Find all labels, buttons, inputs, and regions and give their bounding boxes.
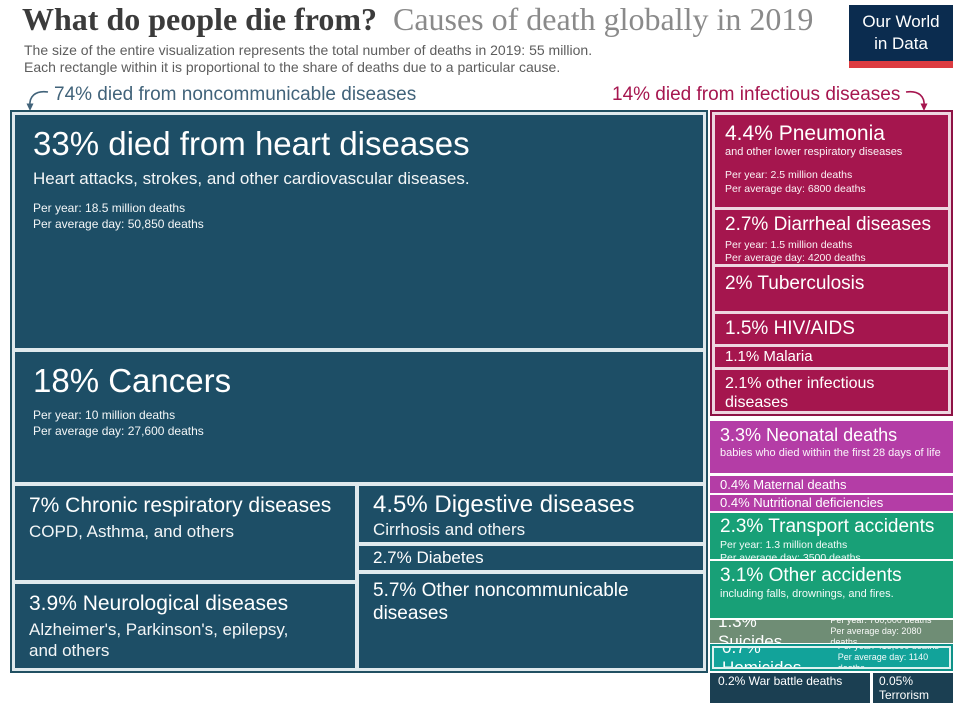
block-tuberculosis: 2% Tuberculosis: [715, 267, 948, 311]
block-subtitle: Cirrhosis and others: [373, 519, 526, 539]
stat-per-day: Per average day: 2080 deaths: [830, 626, 922, 643]
block-diabetes: 2.7% Diabetes: [359, 546, 703, 571]
block-title: 33% died from heart diseases: [33, 125, 470, 162]
block-nutritional: 0.4% Nutritional deficiencies: [710, 495, 953, 511]
stat-per-day: Per average day: 50,850 deaths: [33, 216, 204, 231]
logo-line2: in Data: [874, 34, 928, 53]
block-other-infectious: 2.1% other infectious diseases: [715, 370, 948, 411]
block-title: 3.1% Other accidents: [720, 565, 902, 586]
noncommunicable-bottom-row: 7% Chronic respiratory diseases COPD, As…: [15, 486, 703, 668]
stat-per-day: Per average day: 1140 deaths: [837, 652, 929, 669]
block-malaria: 1.1% Malaria: [715, 347, 948, 367]
block-title: 1.1% Malaria: [725, 348, 813, 365]
title-secondary: Causes of death globally in 2019: [392, 1, 814, 37]
chart-subtitle: The size of the entire visualization rep…: [24, 42, 592, 76]
curved-arrow-left-icon: [26, 90, 49, 111]
block-title: 0.4% Nutritional deficiencies: [720, 495, 884, 510]
block-maternal: 0.4% Maternal deaths: [710, 476, 953, 493]
stat-per-year: Per year: 2.5 million deaths: [725, 169, 853, 182]
block-heart-diseases: 33% died from heart diseases Heart attac…: [15, 115, 703, 349]
group-noncommunicable: 33% died from heart diseases Heart attac…: [10, 110, 708, 673]
block-title: 4.5% Digestive diseases: [373, 491, 635, 519]
stat-per-year: Per year: 760,000 deaths: [830, 620, 932, 626]
block-neonatal: 3.3% Neonatal deaths babies who died wit…: [710, 421, 953, 473]
block-chronic-respiratory: 7% Chronic respiratory diseases COPD, As…: [15, 486, 355, 581]
block-suicides: 1.3% Suicides Per year: 760,000 deaths P…: [710, 620, 953, 643]
block-subtitle: babies who died within the first 28 days…: [720, 446, 941, 459]
block-subtitle: and other lower respiratory diseases: [725, 146, 903, 159]
block-title: 1.3% Suicides: [718, 620, 783, 643]
stat-per-year: Per year: 18.5 million deaths: [33, 201, 186, 216]
block-digestive: 4.5% Digestive diseases Cirrhosis and ot…: [359, 486, 703, 543]
stat-per-day: Per average day: 4200 deaths: [725, 251, 866, 264]
block-subtitle: including falls, drownings, and fires.: [720, 587, 894, 600]
block-cancers: 18% Cancers Per year: 10 million deaths …: [15, 352, 703, 483]
page-title: What do people die from? Causes of death…: [22, 1, 814, 37]
noncommunicable-left-column: 7% Chronic respiratory diseases COPD, As…: [15, 486, 355, 668]
block-title: 2.1% other infectious diseases: [725, 375, 875, 411]
annotation-noncommunicable-label: 74% died from noncommunicable diseases: [54, 84, 417, 105]
stat-per-day: Per average day: 3500 deaths: [720, 551, 861, 559]
block-subtitle-line1: Alzheimer's, Parkinson's, epilepsy,: [29, 619, 289, 639]
stat-per-day: Per average day: 27,600 deaths: [33, 423, 204, 438]
stat-per-year: Per year: 10 million deaths: [33, 408, 176, 423]
block-subtitle: Heart attacks, strokes, and other cardio…: [33, 168, 470, 188]
stat-per-year: Per year: 415,000 deaths: [837, 646, 939, 652]
block-title: 2.7% Diarrheal diseases: [725, 214, 931, 235]
logo-line1: Our World: [862, 11, 940, 31]
noncommunicable-right-column: 4.5% Digestive diseases Cirrhosis and ot…: [359, 486, 703, 668]
stat-per-year: Per year: 1.3 million deaths: [720, 538, 848, 551]
block-title: 0.05% Terrorism: [879, 674, 929, 703]
block-other-noncommunicable: 5.7% Other noncommunicable diseases: [359, 574, 703, 668]
block-title: 3.9% Neurological diseases: [29, 592, 289, 616]
block-transport-accidents: 2.3% Transport accidents Per year: 1.3 m…: [710, 513, 953, 559]
block-homicides: 0.7% Homicides Per year: 415,000 deaths …: [712, 646, 951, 669]
block-title: 5.7% Other noncommunicable diseases: [373, 580, 629, 625]
block-title: 0.7% Homicides: [722, 646, 802, 669]
block-hiv-aids: 1.5% HIV/AIDS: [715, 314, 948, 344]
block-title: 0.4% Maternal deaths: [720, 477, 847, 492]
block-diarrheal: 2.7% Diarrheal diseases Per year: 1.5 mi…: [715, 210, 948, 264]
annotation-noncommunicable: 74% died from noncommunicable diseases: [24, 84, 416, 112]
block-title: 1.5% HIV/AIDS: [725, 318, 855, 339]
block-title: 3.3% Neonatal deaths: [720, 425, 898, 445]
stat-per-year: Per year: 1.5 million deaths: [725, 238, 853, 251]
block-title: 2.3% Transport accidents: [720, 516, 935, 537]
title-primary: What do people die from?: [22, 1, 377, 37]
block-subtitle-line2: and others: [29, 640, 110, 660]
block-title: 0.2% War battle deaths: [718, 674, 843, 688]
stat-per-day: Per average day: 6800 deaths: [725, 182, 866, 195]
block-title: 4.4% Pneumonia: [725, 122, 885, 145]
curved-arrow-right-icon: [906, 90, 928, 111]
block-other-accidents: 3.1% Other accidents including falls, dr…: [710, 561, 953, 618]
annotation-infectious: 14% died from infectious diseases: [612, 84, 930, 112]
annotation-infectious-label: 14% died from infectious diseases: [612, 84, 901, 105]
block-title: 7% Chronic respiratory diseases: [29, 494, 332, 518]
block-title: 2.7% Diabetes: [373, 548, 484, 568]
block-pneumonia: 4.4% Pneumonia and other lower respirato…: [715, 115, 948, 207]
block-subtitle: COPD, Asthma, and others: [29, 521, 235, 541]
block-title: 18% Cancers: [33, 362, 232, 400]
block-neurological: 3.9% Neurological diseases Alzheimer's, …: [15, 584, 355, 668]
subtitle-line2: Each rectangle within it is proportional…: [24, 58, 561, 75]
group-infectious: 4.4% Pneumonia and other lower respirato…: [710, 110, 953, 416]
owid-logo: Our World in Data: [849, 5, 953, 68]
block-title: 2% Tuberculosis: [725, 273, 865, 294]
subtitle-line1: The size of the entire visualization rep…: [24, 42, 593, 58]
